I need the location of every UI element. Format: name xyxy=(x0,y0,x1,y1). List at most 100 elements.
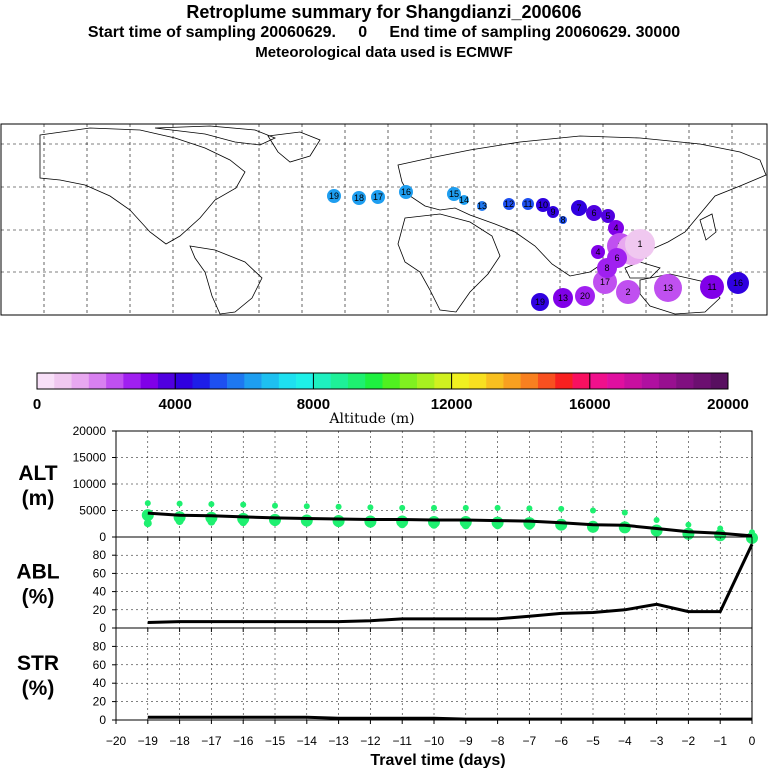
map-point xyxy=(559,216,567,224)
map-point xyxy=(327,189,341,203)
map-point-label: 12 xyxy=(504,199,514,209)
map-point xyxy=(459,195,469,205)
y-tick-label: 60 xyxy=(93,566,107,580)
map-point-label: 7 xyxy=(576,203,581,213)
colorbar-swatch xyxy=(676,373,694,389)
map-point xyxy=(536,198,550,212)
colorbar-swatch xyxy=(227,373,245,389)
y-tick-label: 20000 xyxy=(73,424,107,438)
x-axis-label: Travel time (days) xyxy=(370,752,505,768)
colorbar-swatch xyxy=(537,373,556,389)
map-point-label: 4 xyxy=(595,247,600,257)
colorbar-swatch xyxy=(555,373,573,389)
alt-scatter-point xyxy=(366,519,375,528)
colorbar-swatch xyxy=(641,373,660,389)
y-tick-label: 10000 xyxy=(73,477,107,491)
panel-label-bottom: (%) xyxy=(22,586,55,609)
x-tick-label: −6 xyxy=(554,734,568,748)
panel-label-top: STR xyxy=(17,652,59,675)
map-point-label: 17 xyxy=(600,277,610,287)
x-tick-label: −3 xyxy=(650,734,664,748)
alt-scatter-point xyxy=(685,521,692,528)
colorbar-swatch xyxy=(382,373,401,389)
map-point xyxy=(608,220,624,236)
map-point xyxy=(503,198,515,210)
alt-scatter-point xyxy=(431,504,437,511)
colorbar-swatch xyxy=(693,373,712,389)
x-tick-label: −15 xyxy=(265,734,286,748)
world-map: 1918171615141312111098765432116111321913… xyxy=(0,123,768,316)
colorbar-swatch xyxy=(123,373,141,389)
x-tick-label: −10 xyxy=(424,734,445,748)
map-point xyxy=(586,205,602,221)
map-point xyxy=(601,209,615,223)
y-tick-label: 15000 xyxy=(73,451,107,465)
alt-scatter-point xyxy=(494,504,501,511)
colorbar-swatch xyxy=(417,373,435,389)
colorbar-swatch xyxy=(572,373,591,389)
colorbar-swatch xyxy=(434,373,452,389)
map-point xyxy=(399,185,413,199)
colorbar-swatch xyxy=(710,373,729,389)
colorbar-tick-label: 16000 xyxy=(569,396,611,413)
x-tick-label: −19 xyxy=(138,734,159,748)
colorbar-swatch xyxy=(451,373,470,389)
map-point-label: 10 xyxy=(538,200,548,210)
alt-scatter-point xyxy=(303,503,310,510)
alt-scatter-point xyxy=(557,522,566,531)
alt-scatter-point xyxy=(558,505,565,512)
colorbar-swatch xyxy=(106,373,124,389)
panel-alt: 20000 15000 10000 5000 0 ALT(m) xyxy=(18,424,758,544)
map-point xyxy=(522,198,534,210)
alt-scatter-point xyxy=(620,525,629,534)
map-point-label: 20 xyxy=(580,291,590,301)
y-tick-label: 0 xyxy=(99,621,106,635)
alt-scatter-point xyxy=(143,519,152,528)
x-tick-label: −1 xyxy=(713,734,727,748)
panel-str: 80 60 40 20 0 STR(%) xyxy=(17,627,753,727)
alt-scatter-point xyxy=(398,520,407,529)
x-tick-label: −17 xyxy=(201,734,222,748)
colorbar-tick-label: 0 xyxy=(33,396,41,413)
map-point xyxy=(553,288,573,308)
map-point xyxy=(571,200,587,216)
colorbar-swatch xyxy=(71,373,90,389)
map-point xyxy=(447,187,461,201)
map-point xyxy=(700,275,724,299)
colorbar-swatch xyxy=(365,373,383,389)
y-tick-label: 80 xyxy=(93,639,107,653)
colorbar-swatch xyxy=(54,373,72,389)
colorbar-swatch xyxy=(209,373,228,389)
y-tick-label: 60 xyxy=(93,658,107,672)
colorbar-swatch xyxy=(313,373,331,389)
alt-scatter-point xyxy=(240,501,247,508)
alt-scatter-point xyxy=(271,518,279,527)
panel-abl: 80 60 40 20 0 ABL(%) xyxy=(16,536,754,635)
x-tick-label: −18 xyxy=(169,734,190,748)
alt-scatter-point xyxy=(367,504,374,511)
y-tick-label: 40 xyxy=(93,585,107,599)
alt-scatter-point xyxy=(590,507,596,514)
colorbar-swatch xyxy=(520,373,539,389)
alt-scatter-point xyxy=(144,500,151,507)
retroplume-points: 1918171615141312111098765432116111321913… xyxy=(327,185,749,311)
alt-scatter-point xyxy=(208,501,215,508)
y-tick-label: 20 xyxy=(93,603,107,617)
map-point xyxy=(477,201,487,211)
x-tick-label: 0 xyxy=(749,734,756,748)
colorbar-swatch xyxy=(37,373,55,389)
alt-scatter-point xyxy=(653,517,660,524)
map-point-label: 19 xyxy=(329,191,339,201)
map-point xyxy=(352,191,366,205)
map-point-label: 6 xyxy=(591,208,596,218)
x-tick-label: −8 xyxy=(491,734,505,748)
alt-scatter-point xyxy=(399,504,406,511)
map-point-label: 6 xyxy=(614,253,619,263)
map-point-label: 5 xyxy=(605,211,610,221)
map-point xyxy=(727,272,749,294)
colorbar-swatch xyxy=(278,373,297,389)
colorbar-swatch xyxy=(244,373,262,389)
alt-scatter-point xyxy=(272,502,278,509)
colorbar-tick-label: 4000 xyxy=(159,396,192,413)
